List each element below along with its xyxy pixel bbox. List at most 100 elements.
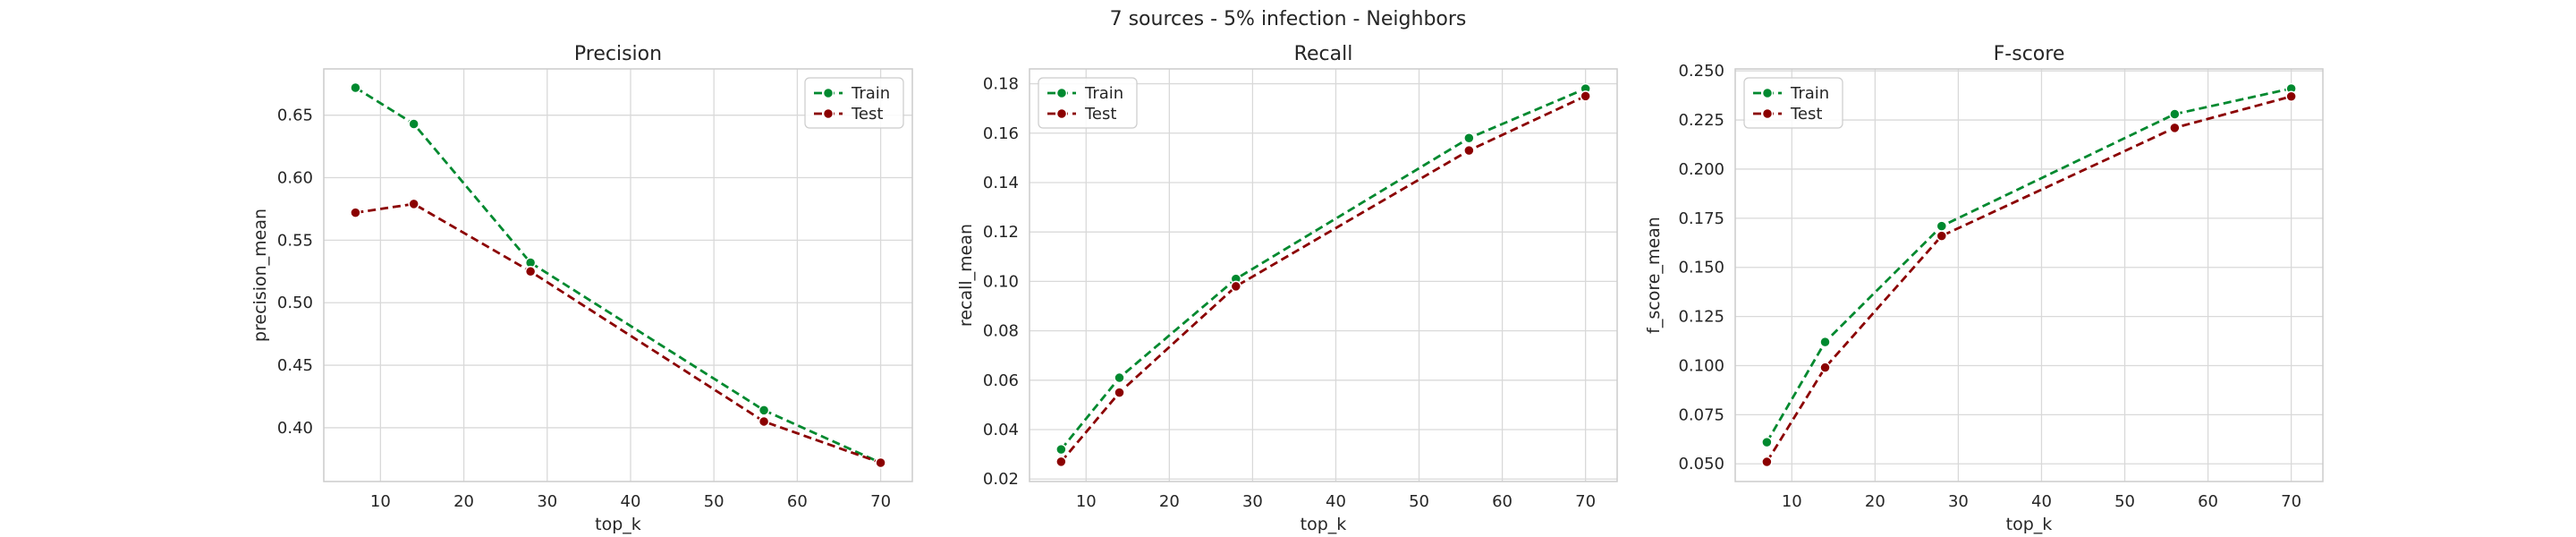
legend-label-test: Test <box>1790 105 1822 124</box>
x-tick-label: 70 <box>870 492 891 511</box>
x-tick-label: 30 <box>1242 492 1263 511</box>
panel-0: 10 20 30 40 50 60 70 0.40 0.45 0.50 0.55 0.60 0.65 Pr… <box>250 43 913 534</box>
x-tick-label: 40 <box>621 492 641 511</box>
y-tick-label: 0.16 <box>983 124 1019 143</box>
panel-1: 10 20 30 40 50 60 70 0.02 0.04 0.06 0.08 0.10 0.12 0.… <box>956 43 1618 534</box>
x-axis-title: top_k <box>2006 515 2053 534</box>
data-point-test <box>875 456 886 469</box>
x-tick-label: 60 <box>2198 492 2218 511</box>
x-tick-label: 70 <box>2281 492 2301 511</box>
data-point-test <box>2285 90 2297 102</box>
data-point-train <box>2169 108 2181 120</box>
series-line-test <box>1060 95 1587 463</box>
y-tick-label: 0.12 <box>983 223 1019 242</box>
data-point-test <box>350 207 361 218</box>
panel-title: F-score <box>1994 43 2065 65</box>
y-tick-label: 0.18 <box>983 75 1019 94</box>
y-tick-label: 0.40 <box>277 419 313 438</box>
y-axis-title: precision_mean <box>250 209 270 342</box>
x-tick-label: 50 <box>2114 492 2135 511</box>
series-line-train <box>1060 87 1587 450</box>
legend-label-test: Test <box>1084 105 1116 124</box>
x-tick-label: 40 <box>1326 492 1346 511</box>
data-point-train <box>1819 336 1831 348</box>
legend-swatch-marker <box>822 87 835 99</box>
y-tick-label: 0.050 <box>1678 455 1724 473</box>
x-tick-label: 10 <box>370 492 391 511</box>
y-tick-label: 0.14 <box>983 174 1019 192</box>
data-point-train <box>758 405 770 416</box>
x-tick-label: 30 <box>1948 492 1969 511</box>
x-tick-label: 50 <box>1409 492 1429 511</box>
y-tick-label: 0.100 <box>1678 356 1724 375</box>
x-axis-title: top_k <box>595 515 641 534</box>
data-point-test <box>2169 122 2181 134</box>
y-tick-label: 0.65 <box>277 107 313 125</box>
y-tick-label: 0.06 <box>983 371 1019 390</box>
panel-2: 10 20 30 40 50 60 70 0.050 0.075 0.100 0.125 0.150 0… <box>1644 43 2324 534</box>
legend-label-train: Train <box>1790 84 1829 103</box>
y-tick-label: 0.175 <box>1678 209 1724 228</box>
y-tick-label: 0.08 <box>983 322 1019 341</box>
legend-label-train: Train <box>1084 84 1123 103</box>
y-axis-title: recall_mean <box>956 224 976 327</box>
data-point-train <box>1114 371 1125 384</box>
panel-title: Precision <box>574 43 662 65</box>
x-tick-label: 10 <box>1782 492 1802 511</box>
plot-frame <box>1734 68 2324 482</box>
data-point-test <box>408 198 419 210</box>
y-tick-label: 0.150 <box>1678 259 1724 277</box>
y-tick-label: 0.02 <box>983 470 1019 489</box>
data-point-train <box>350 81 361 94</box>
legend: Train Test <box>1743 77 1843 129</box>
x-tick-label: 40 <box>2031 492 2052 511</box>
x-tick-label: 60 <box>787 492 808 511</box>
y-axis-title: f_score_mean <box>1644 217 1664 334</box>
x-tick-label: 10 <box>1076 492 1097 511</box>
data-point-train <box>1936 220 1948 232</box>
suptitle: 7 sources - 5% infection - Neighbors <box>1110 8 1467 30</box>
y-tick-label: 0.075 <box>1678 405 1724 424</box>
legend-label-test: Test <box>851 105 883 124</box>
legend-swatch-marker <box>1055 87 1068 99</box>
data-point-test <box>1819 362 1831 373</box>
data-point-test <box>1761 456 1773 468</box>
x-tick-label: 30 <box>537 492 557 511</box>
plot-frame <box>1029 68 1618 482</box>
data-point-test <box>1936 230 1948 242</box>
series-line-test <box>355 202 882 465</box>
legend-label-train: Train <box>851 84 890 103</box>
data-point-train <box>1055 443 1067 456</box>
legend-swatch-marker <box>1761 87 1774 99</box>
y-tick-label: 0.60 <box>277 169 313 188</box>
x-tick-label: 70 <box>1575 492 1596 511</box>
y-tick-label: 0.50 <box>277 294 313 312</box>
panel-title: Recall <box>1294 43 1353 65</box>
legend: Train Test <box>804 77 904 129</box>
y-tick-label: 0.200 <box>1678 160 1724 179</box>
legend-swatch-marker <box>822 107 835 120</box>
data-point-test <box>1580 90 1591 102</box>
legend-swatch-marker <box>1761 107 1774 120</box>
data-point-test <box>1463 144 1475 157</box>
panels: 10 20 30 40 50 60 70 0.40 0.45 0.50 0.55 0.60 0.65 Pr… <box>250 43 2324 534</box>
data-point-train <box>1761 436 1773 448</box>
x-axis-title: top_k <box>1301 515 1347 534</box>
x-tick-label: 20 <box>1159 492 1180 511</box>
data-point-test <box>1055 456 1067 468</box>
x-tick-label: 50 <box>704 492 724 511</box>
data-point-train <box>1463 132 1475 144</box>
series-line-train <box>354 86 882 465</box>
series-line-test <box>1766 95 2292 463</box>
data-point-test <box>1114 387 1125 398</box>
legend-swatch-marker <box>1055 107 1068 120</box>
plot-frame <box>323 68 913 482</box>
data-point-test <box>524 266 537 277</box>
y-tick-label: 0.225 <box>1678 111 1724 130</box>
y-tick-label: 0.10 <box>983 272 1019 291</box>
x-tick-label: 20 <box>1865 492 1885 511</box>
x-tick-label: 60 <box>1492 492 1513 511</box>
series-line-train <box>1766 87 2292 443</box>
data-point-test <box>758 415 770 428</box>
